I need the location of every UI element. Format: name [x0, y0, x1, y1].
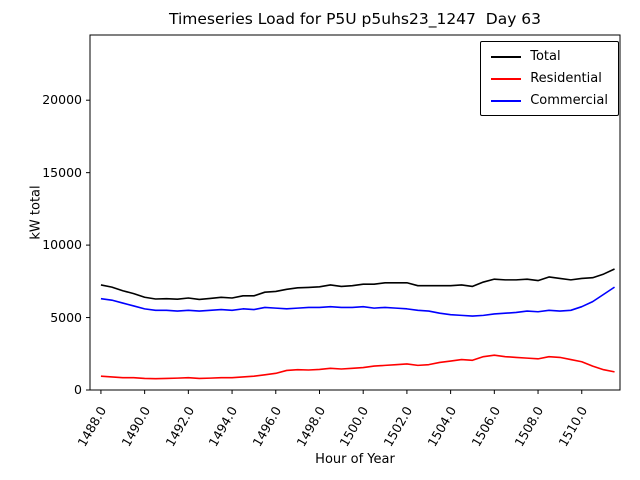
- legend-entry-residential: Residential: [491, 71, 608, 86]
- total-line-swatch: [491, 55, 522, 58]
- residential-line-swatch: [491, 77, 522, 80]
- y-tick-label: 15000: [42, 164, 82, 180]
- y-tick-label: 0: [74, 382, 82, 397]
- legend-entry-total: Total: [491, 49, 608, 64]
- chart-title: Timeseries Load for P5U p5uhs23_1247 Day…: [168, 10, 542, 28]
- legend-label-commercial: Commercial: [530, 93, 608, 108]
- legend-entry-commercial: Commercial: [491, 93, 608, 108]
- legend-label-total: Total: [530, 49, 561, 64]
- legend-label-residential: Residential: [530, 71, 602, 86]
- y-tick-label: 10000: [42, 237, 82, 253]
- commercial-line-swatch: [491, 99, 522, 102]
- legend: Total Residential Commercial: [480, 41, 619, 116]
- y-tick-label: 5000: [50, 309, 82, 325]
- y-tick-label: 20000: [42, 92, 82, 108]
- x-axis-label: Hour of Year: [315, 452, 395, 467]
